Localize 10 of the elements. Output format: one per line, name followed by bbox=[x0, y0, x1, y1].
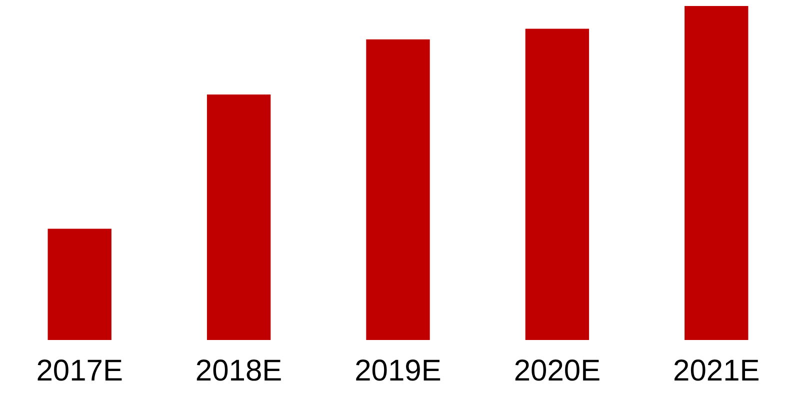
bar bbox=[684, 6, 748, 340]
bar bbox=[48, 228, 112, 340]
x-tick-label: 2021E bbox=[673, 354, 760, 388]
bar bbox=[366, 39, 430, 340]
bar bbox=[525, 28, 590, 340]
bar bbox=[206, 94, 271, 340]
x-tick-label: 2019E bbox=[354, 354, 442, 388]
x-tick-label: 2017E bbox=[36, 354, 123, 388]
x-tick-label: 2018E bbox=[195, 354, 282, 388]
x-tick-label: 2020E bbox=[514, 354, 601, 388]
